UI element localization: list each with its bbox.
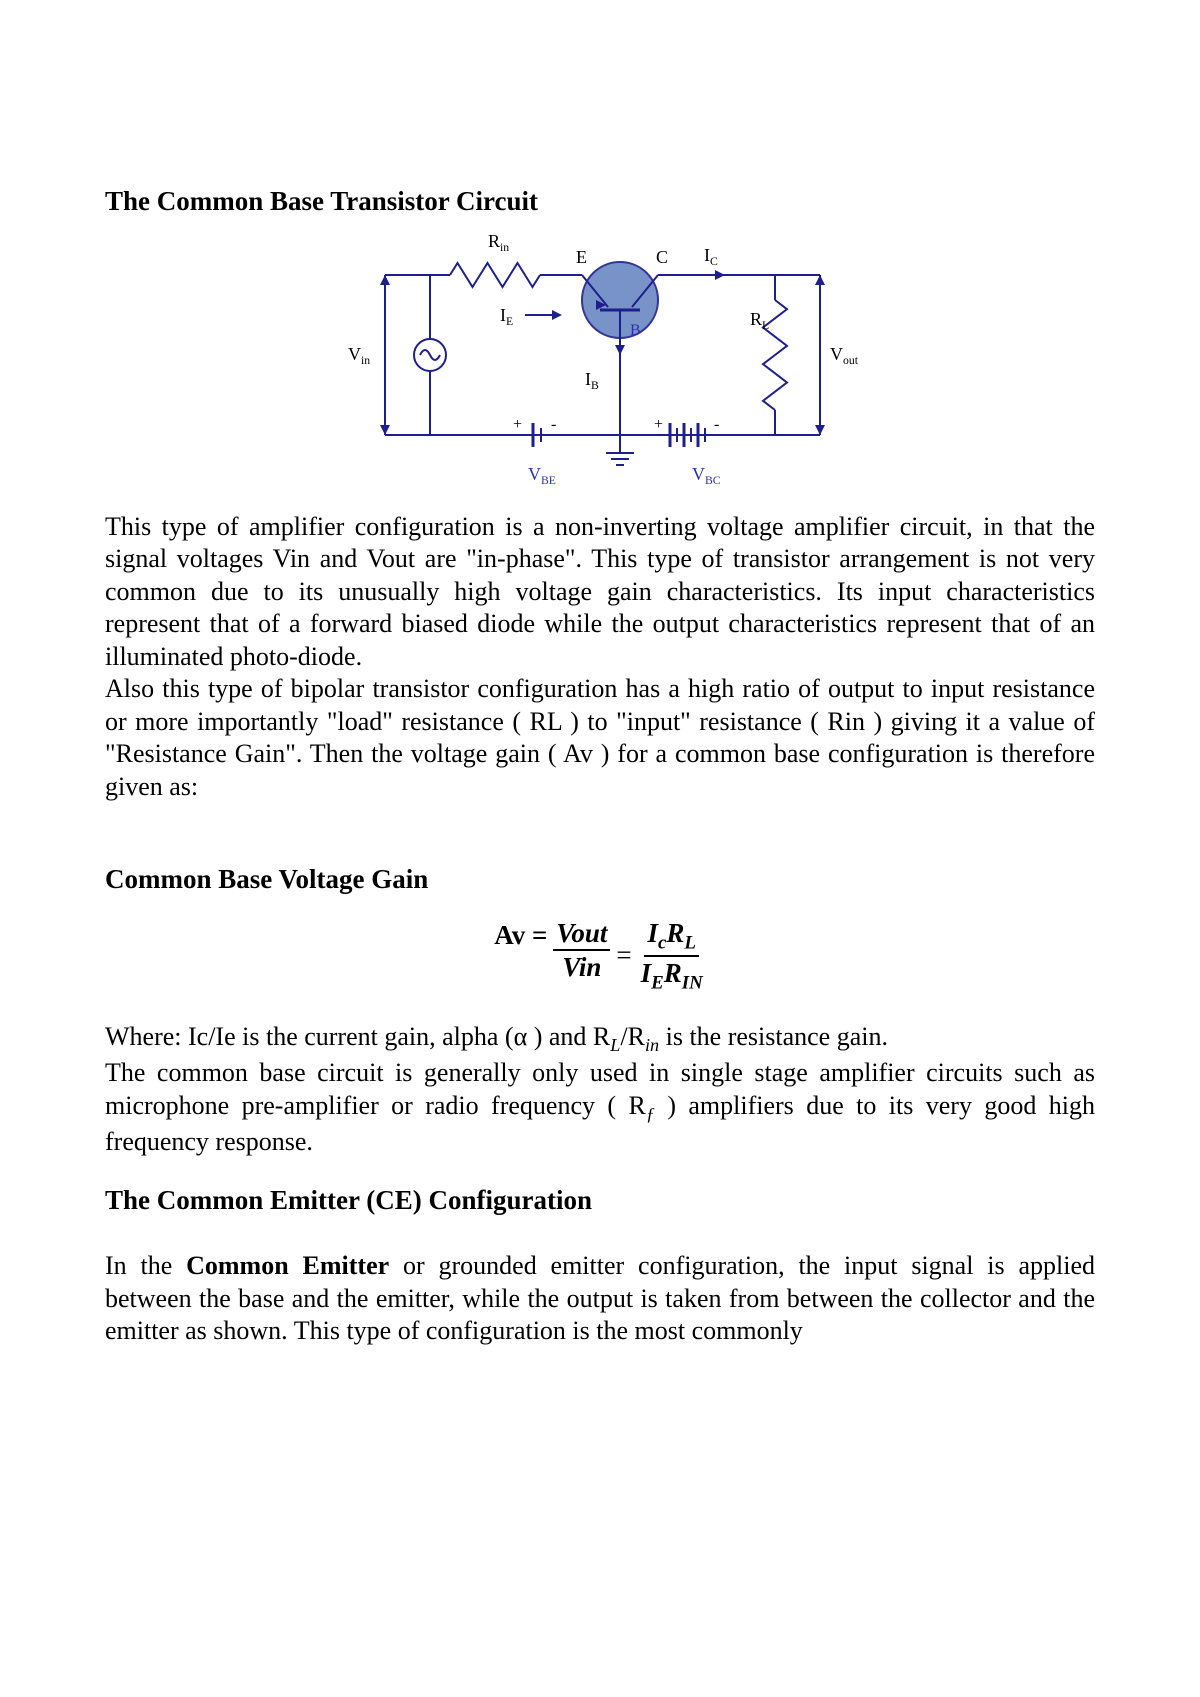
paragraph-2: Also this type of bipolar transistor con… (105, 673, 1095, 803)
common-base-circuit-svg: + - + - Rin E C IC IE RL Vin Vout IB B VBE VBC (330, 225, 870, 505)
svg-text:Vout: Vout (830, 344, 859, 367)
svg-text:Rin: Rin (488, 231, 509, 254)
av-label: Av = (494, 919, 547, 993)
fraction-icrl-ierin: IcRL IERIN (638, 919, 706, 993)
svg-text:C: C (656, 247, 668, 267)
equals-sign: = (616, 919, 631, 993)
svg-text:-: - (714, 416, 719, 433)
paragraph-1: This type of amplifier configuration is … (105, 511, 1095, 674)
paragraph-4: The common base circuit is generally onl… (105, 1057, 1095, 1158)
fraction-vout-vin: Vout Vin (553, 919, 610, 993)
svg-text:B: B (630, 322, 641, 339)
svg-text:RL: RL (750, 309, 769, 332)
page: The Common Base Transistor Circuit + - + - R… (0, 0, 1200, 1697)
svg-text:IC: IC (704, 245, 718, 268)
svg-text:IB: IB (585, 369, 599, 392)
svg-text:VBE: VBE (528, 464, 556, 487)
voltage-gain-formula: Av = Vout Vin = IcRL IERIN (105, 919, 1095, 993)
svg-text:IE: IE (500, 305, 513, 328)
circuit-diagram: + - + - Rin E C IC IE RL Vin Vout IB B VBE VBC (105, 225, 1095, 505)
section-title-ce-config: The Common Emitter (CE) Configuration (105, 1184, 1095, 1218)
svg-text:-: - (551, 416, 556, 433)
section-title-cb-circuit: The Common Base Transistor Circuit (105, 185, 1095, 219)
section-title-cb-gain: Common Base Voltage Gain (105, 863, 1095, 897)
svg-text:Vin: Vin (348, 344, 370, 367)
svg-text:VBC: VBC (692, 464, 721, 487)
paragraph-5: In the Common Emitter or grounded emitte… (105, 1250, 1095, 1348)
svg-text:+: + (654, 416, 663, 433)
svg-text:+: + (513, 416, 522, 433)
paragraph-3: Where: Ic/Ie is the current gain, alpha … (105, 1021, 1095, 1057)
svg-text:E: E (576, 247, 587, 267)
